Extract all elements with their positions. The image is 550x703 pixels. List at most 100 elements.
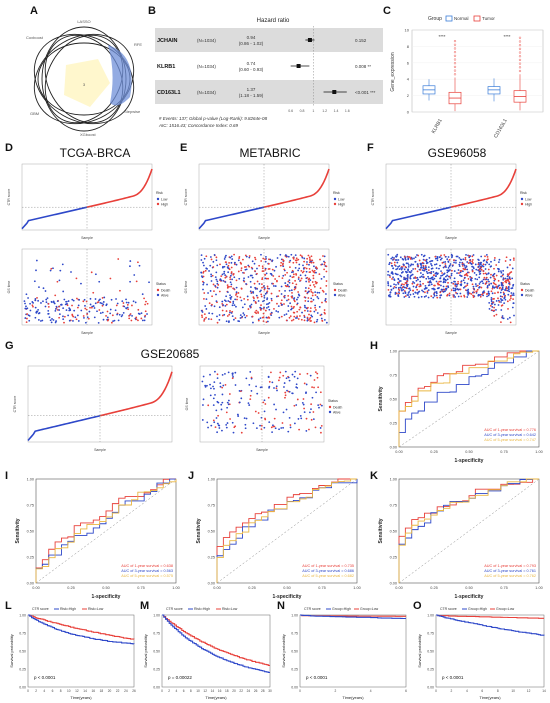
- scatter-point: [466, 289, 469, 292]
- scatter-point: [215, 293, 217, 296]
- scatter-point: [135, 316, 138, 319]
- scatter-point: [315, 391, 317, 394]
- scatter-point: [309, 258, 311, 261]
- scatter-point: [318, 406, 320, 409]
- scatter-point: [308, 428, 310, 431]
- scatter-point: [278, 379, 280, 382]
- scatter-point: [413, 282, 416, 284]
- km-xtick: 12: [203, 689, 207, 693]
- scatter-point: [288, 416, 291, 419]
- scatter-point: [403, 283, 405, 286]
- scatter-point: [440, 254, 442, 257]
- scatter-point: [448, 292, 451, 295]
- scatter-point: [435, 275, 438, 277]
- scatter-point: [428, 281, 431, 284]
- scatter-point: [397, 288, 400, 291]
- box-outlier: [453, 54, 457, 57]
- scatter-point: [387, 288, 390, 291]
- scatter-point: [71, 298, 74, 301]
- scatter-point: [216, 431, 219, 434]
- scatter-point: [313, 321, 316, 324]
- scatter-point: [315, 282, 318, 284]
- box-ytick: 8: [407, 44, 410, 49]
- scatter-point: [316, 295, 319, 298]
- scatter-point: [390, 289, 393, 291]
- scatter-point: [249, 371, 252, 373]
- scatter-point: [248, 404, 251, 406]
- scatter-point: [244, 316, 247, 319]
- scatter-point: [398, 268, 401, 271]
- scatter-point: [288, 289, 291, 292]
- scatter-point: [237, 292, 240, 294]
- scatter-point: [484, 255, 486, 258]
- scatter-point: [224, 305, 227, 307]
- scatter-point: [502, 284, 504, 287]
- km-curve-high: [28, 614, 135, 645]
- scatter-point: [316, 318, 319, 321]
- scatter-point: [396, 267, 399, 270]
- scatter-point: [83, 298, 86, 301]
- scatter-point: [243, 303, 246, 306]
- roc-ytick: 0.00: [390, 445, 397, 449]
- scatter-point: [398, 281, 400, 284]
- scatter-point: [221, 429, 223, 432]
- panel-label-b: B: [148, 5, 156, 17]
- scatter-point: [306, 276, 309, 279]
- roc-xtick: 0.50: [102, 586, 109, 590]
- scatter-point: [500, 283, 503, 286]
- scatter-point: [291, 392, 294, 395]
- scatter-point: [512, 292, 515, 295]
- scatter-point: [475, 290, 478, 293]
- km-legend-item: Group=High: [332, 607, 351, 611]
- scatter-point: [325, 270, 328, 273]
- scatter-point: [454, 296, 456, 298]
- scatter-point: [215, 271, 218, 274]
- scatter-point: [256, 272, 258, 275]
- scatter-point: [230, 266, 233, 269]
- scatter-point: [64, 303, 67, 306]
- km-xtick: 8: [60, 689, 62, 693]
- scatter-point: [265, 277, 268, 280]
- scatter-point: [247, 308, 250, 310]
- scatter-point: [416, 270, 419, 273]
- svg-text:GBM: GBM: [30, 111, 39, 116]
- svg-text:RFE: RFE: [134, 42, 142, 47]
- scatter-point: [314, 426, 317, 429]
- scatter-point: [484, 263, 487, 266]
- scatter-point: [297, 269, 300, 272]
- scatter-point: [243, 266, 246, 268]
- scatter-point: [215, 278, 218, 281]
- scatter-point: [265, 256, 267, 258]
- scatter-point: [319, 427, 322, 429]
- scatter-point: [416, 276, 419, 279]
- scatter-point: [260, 304, 262, 307]
- scatter-point: [436, 257, 439, 260]
- scatter-point: [44, 305, 47, 308]
- scatter-point: [70, 271, 72, 273]
- scatter-point: [466, 282, 469, 285]
- scatter-legend-item: Alive: [333, 411, 341, 415]
- scatter-point: [254, 256, 256, 259]
- scatter-point: [231, 374, 234, 376]
- scatter-point: [210, 280, 213, 282]
- scatter-point: [297, 296, 299, 299]
- scatter-point: [276, 257, 279, 259]
- scatter-point: [276, 279, 278, 282]
- scatter-point: [485, 254, 488, 256]
- scatter-point: [230, 272, 233, 274]
- scatter-point: [225, 426, 228, 429]
- scatter-point: [302, 398, 305, 400]
- scatter-point: [258, 264, 261, 267]
- scatter-point: [80, 309, 83, 312]
- scatter-point: [510, 292, 513, 294]
- scatter-point: [390, 262, 393, 265]
- scatter-point: [493, 306, 495, 309]
- scatter-point: [288, 379, 291, 382]
- venn-center-value: 3: [83, 82, 86, 87]
- scatter-point: [510, 271, 513, 273]
- scatter-point: [299, 254, 302, 257]
- km-legend-item: Risk=High: [194, 607, 210, 611]
- scatter-point: [293, 305, 295, 308]
- scatter-xlabel: Sample: [258, 331, 270, 335]
- scatter-point: [317, 404, 320, 407]
